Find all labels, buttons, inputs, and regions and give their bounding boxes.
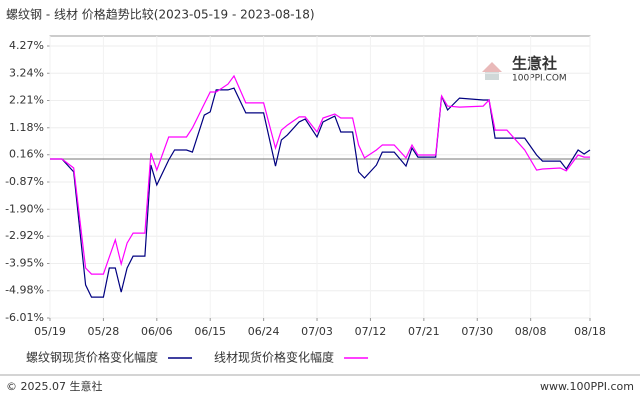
y-tick-label: 3.24% <box>9 66 44 79</box>
watermark: 100PPI.COM <box>512 74 567 84</box>
x-tick-label: 06/15 <box>194 325 226 338</box>
footer-right: www.100PPI.com <box>540 380 634 393</box>
watermark-logo <box>485 72 499 80</box>
x-tick-label: 06/06 <box>141 325 173 338</box>
x-tick-label: 07/12 <box>355 325 387 338</box>
x-tick-label: 06/24 <box>248 325 280 338</box>
x-tick-label: 07/30 <box>461 325 493 338</box>
footer-left: © 2025.07 生意社 <box>6 379 102 393</box>
y-tick-label: -2.92% <box>5 229 44 242</box>
x-tick-label: 05/28 <box>88 325 120 338</box>
y-tick-label: 4.27% <box>9 39 44 52</box>
chart-title: 螺纹钢 - 线材 价格趋势比较(2023-05-19 - 2023-08-18) <box>6 7 315 22</box>
legend-label: 螺纹钢现货价格变化幅度 <box>26 350 158 365</box>
watermark: 生意社 <box>512 55 557 73</box>
y-tick-label: -0.87% <box>5 175 44 188</box>
y-tick-label: -1.90% <box>5 202 44 215</box>
watermark-logo <box>482 62 502 72</box>
y-tick-label: -6.01% <box>5 311 44 324</box>
x-tick-label: 05/19 <box>34 325 66 338</box>
series-line <box>50 74 590 275</box>
y-tick-label: 0.16% <box>9 148 44 161</box>
x-tick-label: 08/18 <box>574 325 606 338</box>
y-tick-label: 1.18% <box>9 121 44 134</box>
legend-label: 线材现货价格变化幅度 <box>214 350 334 365</box>
y-tick-label: -3.95% <box>5 256 44 269</box>
x-tick-label: 07/03 <box>301 325 333 338</box>
y-tick-label: 2.21% <box>9 94 44 107</box>
y-tick-label: -4.98% <box>5 284 44 297</box>
x-tick-label: 08/08 <box>515 325 547 338</box>
x-tick-label: 07/21 <box>408 325 440 338</box>
